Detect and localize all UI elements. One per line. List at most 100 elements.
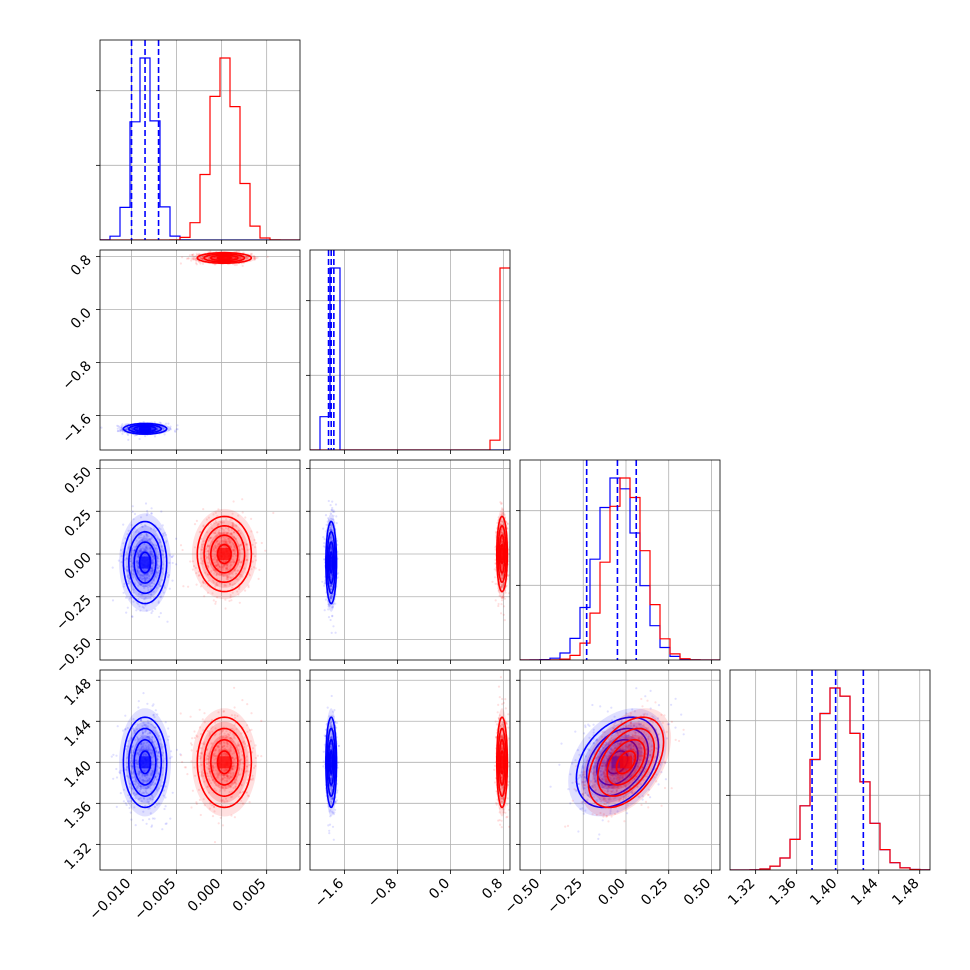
scatter-point [500, 540, 503, 543]
scatter-point [141, 605, 144, 609]
scatter-point [140, 792, 143, 795]
scatter-point [145, 609, 148, 612]
scatter-point [215, 583, 218, 586]
scatter-point [216, 544, 219, 548]
scatter-point [212, 546, 215, 549]
scatter-point [175, 748, 179, 751]
scatter-point [226, 775, 229, 778]
scatter-point [229, 583, 232, 586]
scatter-point [136, 563, 139, 566]
scatter-point [232, 256, 235, 260]
scatter-point [163, 573, 166, 576]
scatter-point [498, 591, 501, 594]
scatter-point [224, 568, 227, 571]
scatter-point [175, 428, 178, 431]
scatter-point [140, 573, 143, 576]
scatter-point [124, 768, 128, 771]
scatter-point [151, 561, 154, 564]
scatter-point [149, 550, 152, 553]
scatter-point [209, 802, 212, 805]
scatter-point [141, 775, 144, 778]
scatter-point [156, 551, 159, 554]
scatter-point [142, 779, 145, 782]
scatter-point [145, 746, 148, 749]
scatter-point [144, 724, 148, 727]
scatter-point [211, 742, 214, 745]
scatter-point [506, 522, 509, 525]
scatter-point [214, 530, 217, 533]
scatter-point [135, 427, 138, 430]
scatter-point [225, 564, 228, 567]
scatter-point [238, 549, 241, 552]
scatter-point [150, 507, 153, 510]
scatter-point [122, 729, 125, 732]
scatter-point [193, 565, 196, 568]
scatter-point [238, 744, 241, 747]
scatter-point [163, 807, 166, 811]
scatter-point [125, 596, 128, 599]
histogram-series-1 [310, 267, 510, 450]
scatter-point [134, 759, 137, 762]
scatter-point [231, 512, 234, 515]
scatter-point [329, 528, 332, 531]
scatter-point [137, 584, 140, 587]
scatter-point [139, 583, 142, 586]
scatter-point [137, 700, 140, 703]
grid-lines [100, 670, 300, 870]
scatter-point [240, 552, 243, 555]
contour-line [196, 251, 253, 264]
scatter-point [150, 824, 154, 827]
scatter-point [152, 564, 155, 567]
scatter-point [215, 540, 218, 543]
scatter-point [141, 778, 145, 782]
scatter-point [132, 729, 135, 732]
scatter-point [501, 565, 504, 568]
scatter-point [150, 748, 153, 752]
scatter-point [135, 753, 138, 756]
scatter-point [254, 555, 257, 558]
scatter-point [198, 256, 201, 260]
scatter-point [131, 771, 134, 774]
scatter-point [120, 555, 123, 558]
scatter-point [330, 508, 333, 511]
contour-line [122, 716, 168, 809]
scatter-point [225, 559, 228, 562]
scatter-point [195, 262, 198, 265]
scatter-point [156, 537, 159, 540]
scatter-point [191, 258, 194, 261]
scatter-point [191, 568, 194, 571]
scatter-point [206, 556, 209, 559]
scatter-point [203, 780, 206, 783]
scatter-point [152, 724, 155, 727]
scatter-point [138, 553, 141, 556]
scatter-point [138, 753, 141, 757]
scatter-point [222, 741, 225, 744]
scatter-point [150, 512, 153, 515]
scatter-point [145, 534, 148, 537]
scatter-point [228, 750, 231, 754]
scatter-point [228, 539, 231, 542]
scatter-point [500, 531, 503, 534]
scatter-point [247, 584, 250, 587]
scatter-point [207, 752, 210, 755]
scatter-point [120, 424, 123, 427]
scatter-point [137, 552, 140, 555]
scatter-point [221, 786, 224, 789]
scatter-point [254, 559, 258, 562]
scatter-point [244, 516, 247, 519]
scatter-point [154, 726, 157, 730]
scatter-point [142, 779, 145, 782]
scatter-point [162, 426, 165, 429]
contour-line [122, 520, 168, 605]
scatter-point [323, 542, 326, 545]
scatter-point [181, 760, 184, 764]
scatter-point [142, 692, 145, 695]
x-ticks [131, 240, 268, 244]
scatter-point [214, 546, 217, 549]
scatter-point [214, 532, 217, 535]
scatter-point [179, 753, 182, 756]
scatter-point [132, 530, 135, 533]
scatter-point [327, 608, 330, 611]
scatter-point [145, 539, 148, 542]
scatter-point [130, 770, 133, 773]
